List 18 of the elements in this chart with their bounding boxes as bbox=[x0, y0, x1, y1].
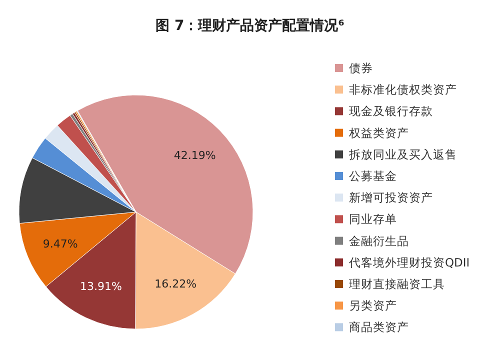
legend-label: 公募基金 bbox=[349, 169, 397, 183]
legend-label: 新增可投资资产 bbox=[349, 190, 433, 205]
legend-label: 同业存单 bbox=[349, 212, 397, 226]
data-label: 13.91% bbox=[80, 280, 122, 294]
legend-label: 权益类资产 bbox=[348, 126, 409, 140]
chart-title: 图 7：理财产品资产配置情况⁶ bbox=[156, 17, 344, 34]
legend-label: 拆放同业及买入返售 bbox=[348, 147, 457, 162]
legend-label: 代客境外理财投资QDII bbox=[348, 255, 470, 270]
legend-label: 非标准化债权类资产 bbox=[349, 82, 457, 97]
data-label: 42.19% bbox=[174, 149, 216, 162]
legend-label: 金融衍生品 bbox=[349, 234, 409, 248]
legend-label: 现金及银行存款 bbox=[349, 104, 433, 118]
data-label: 16.22% bbox=[154, 278, 197, 291]
legend-label: 另类资产 bbox=[349, 298, 397, 313]
legend-label: 债券 bbox=[349, 61, 373, 75]
legend-label: 理财直接融资工具 bbox=[349, 277, 445, 291]
legend-label: 商品类资产 bbox=[349, 320, 409, 334]
data-label: 9.47% bbox=[42, 237, 78, 250]
